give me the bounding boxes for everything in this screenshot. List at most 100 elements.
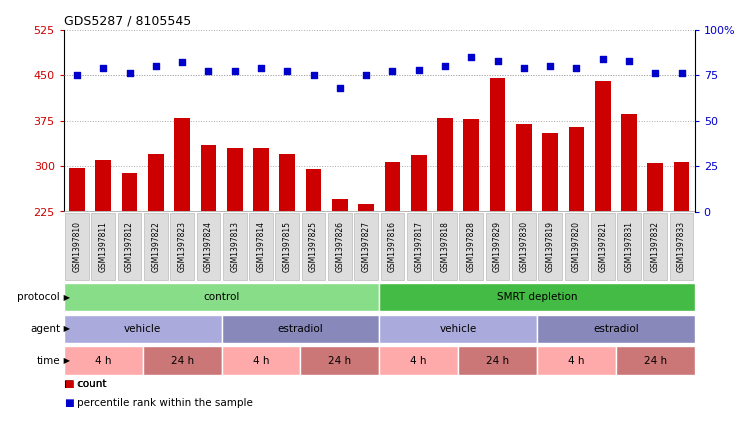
- Text: 24 h: 24 h: [644, 356, 667, 365]
- FancyBboxPatch shape: [537, 315, 695, 343]
- Bar: [332, 199, 348, 212]
- FancyBboxPatch shape: [222, 315, 379, 343]
- Point: [176, 59, 188, 66]
- FancyBboxPatch shape: [197, 213, 220, 280]
- Point: [255, 64, 267, 71]
- FancyBboxPatch shape: [328, 213, 351, 280]
- Point: [649, 70, 661, 77]
- Text: percentile rank within the sample: percentile rank within the sample: [77, 398, 253, 408]
- FancyBboxPatch shape: [143, 346, 222, 375]
- Text: ■ count: ■ count: [64, 379, 107, 389]
- Bar: [148, 154, 164, 212]
- Text: SMRT depletion: SMRT depletion: [496, 292, 578, 302]
- Bar: [385, 162, 400, 212]
- FancyBboxPatch shape: [486, 213, 509, 280]
- FancyBboxPatch shape: [64, 283, 379, 311]
- Point: [334, 85, 346, 91]
- Text: GDS5287 / 8105545: GDS5287 / 8105545: [64, 14, 191, 27]
- Text: GSM1397810: GSM1397810: [73, 221, 81, 272]
- Point: [203, 68, 215, 75]
- FancyBboxPatch shape: [302, 213, 325, 280]
- Text: GSM1397818: GSM1397818: [441, 221, 449, 272]
- Bar: [358, 203, 374, 212]
- Text: GSM1397814: GSM1397814: [257, 221, 265, 272]
- Text: ■: ■: [64, 379, 74, 389]
- FancyBboxPatch shape: [170, 213, 194, 280]
- Text: GSM1397822: GSM1397822: [152, 221, 160, 272]
- Bar: [516, 124, 532, 212]
- Text: 4 h: 4 h: [95, 356, 111, 365]
- Text: GSM1397821: GSM1397821: [599, 221, 607, 272]
- Text: GSM1397824: GSM1397824: [204, 221, 213, 272]
- Text: GSM1397811: GSM1397811: [99, 221, 107, 272]
- FancyBboxPatch shape: [354, 213, 378, 280]
- FancyBboxPatch shape: [65, 213, 89, 280]
- Point: [71, 71, 83, 79]
- FancyBboxPatch shape: [433, 213, 457, 280]
- Bar: [279, 154, 295, 212]
- Point: [676, 70, 688, 77]
- Text: 24 h: 24 h: [170, 356, 194, 365]
- Bar: [542, 133, 558, 212]
- FancyBboxPatch shape: [565, 213, 588, 280]
- Text: GSM1397826: GSM1397826: [336, 221, 344, 272]
- Text: GSM1397831: GSM1397831: [625, 221, 633, 272]
- Text: agent: agent: [30, 324, 60, 334]
- Bar: [463, 119, 479, 212]
- Text: vehicle: vehicle: [439, 324, 477, 334]
- Point: [518, 64, 530, 71]
- FancyBboxPatch shape: [379, 283, 695, 311]
- Text: 4 h: 4 h: [411, 356, 427, 365]
- Bar: [490, 78, 505, 212]
- FancyBboxPatch shape: [616, 346, 695, 375]
- Point: [413, 66, 425, 73]
- Bar: [69, 168, 85, 212]
- FancyBboxPatch shape: [223, 213, 246, 280]
- Text: 4 h: 4 h: [253, 356, 269, 365]
- Bar: [227, 148, 243, 212]
- Text: GSM1397820: GSM1397820: [572, 221, 581, 272]
- Text: GSM1397825: GSM1397825: [309, 221, 318, 272]
- Bar: [647, 163, 663, 212]
- Point: [544, 63, 556, 69]
- Point: [308, 71, 320, 79]
- FancyBboxPatch shape: [617, 213, 641, 280]
- FancyBboxPatch shape: [512, 213, 535, 280]
- Text: GSM1397817: GSM1397817: [415, 221, 423, 272]
- Bar: [621, 115, 637, 212]
- FancyBboxPatch shape: [64, 315, 222, 343]
- FancyBboxPatch shape: [407, 213, 430, 280]
- Bar: [306, 169, 321, 212]
- FancyBboxPatch shape: [379, 315, 537, 343]
- Text: GSM1397813: GSM1397813: [231, 221, 239, 272]
- Text: control: control: [204, 292, 240, 302]
- Point: [571, 64, 583, 71]
- Point: [124, 70, 136, 77]
- Text: GSM1397816: GSM1397816: [388, 221, 397, 272]
- FancyBboxPatch shape: [670, 213, 693, 280]
- FancyBboxPatch shape: [276, 213, 299, 280]
- Text: ▶: ▶: [61, 356, 70, 365]
- Text: protocol: protocol: [17, 292, 60, 302]
- Point: [387, 68, 399, 75]
- FancyBboxPatch shape: [537, 346, 616, 375]
- Point: [439, 63, 451, 69]
- Text: ▶: ▶: [61, 293, 70, 302]
- Text: GSM1397815: GSM1397815: [283, 221, 291, 272]
- Text: 24 h: 24 h: [328, 356, 351, 365]
- Text: GSM1397832: GSM1397832: [651, 221, 659, 272]
- Bar: [95, 160, 111, 212]
- Text: GSM1397827: GSM1397827: [362, 221, 370, 272]
- Bar: [253, 148, 269, 212]
- Point: [229, 68, 241, 75]
- Text: GSM1397829: GSM1397829: [493, 221, 502, 272]
- Text: GSM1397823: GSM1397823: [178, 221, 186, 272]
- FancyBboxPatch shape: [249, 213, 273, 280]
- Point: [597, 55, 609, 62]
- Text: 24 h: 24 h: [486, 356, 509, 365]
- Bar: [674, 162, 689, 212]
- Text: ■: ■: [64, 398, 74, 408]
- Text: estradiol: estradiol: [278, 324, 323, 334]
- Point: [492, 57, 504, 64]
- FancyBboxPatch shape: [64, 346, 143, 375]
